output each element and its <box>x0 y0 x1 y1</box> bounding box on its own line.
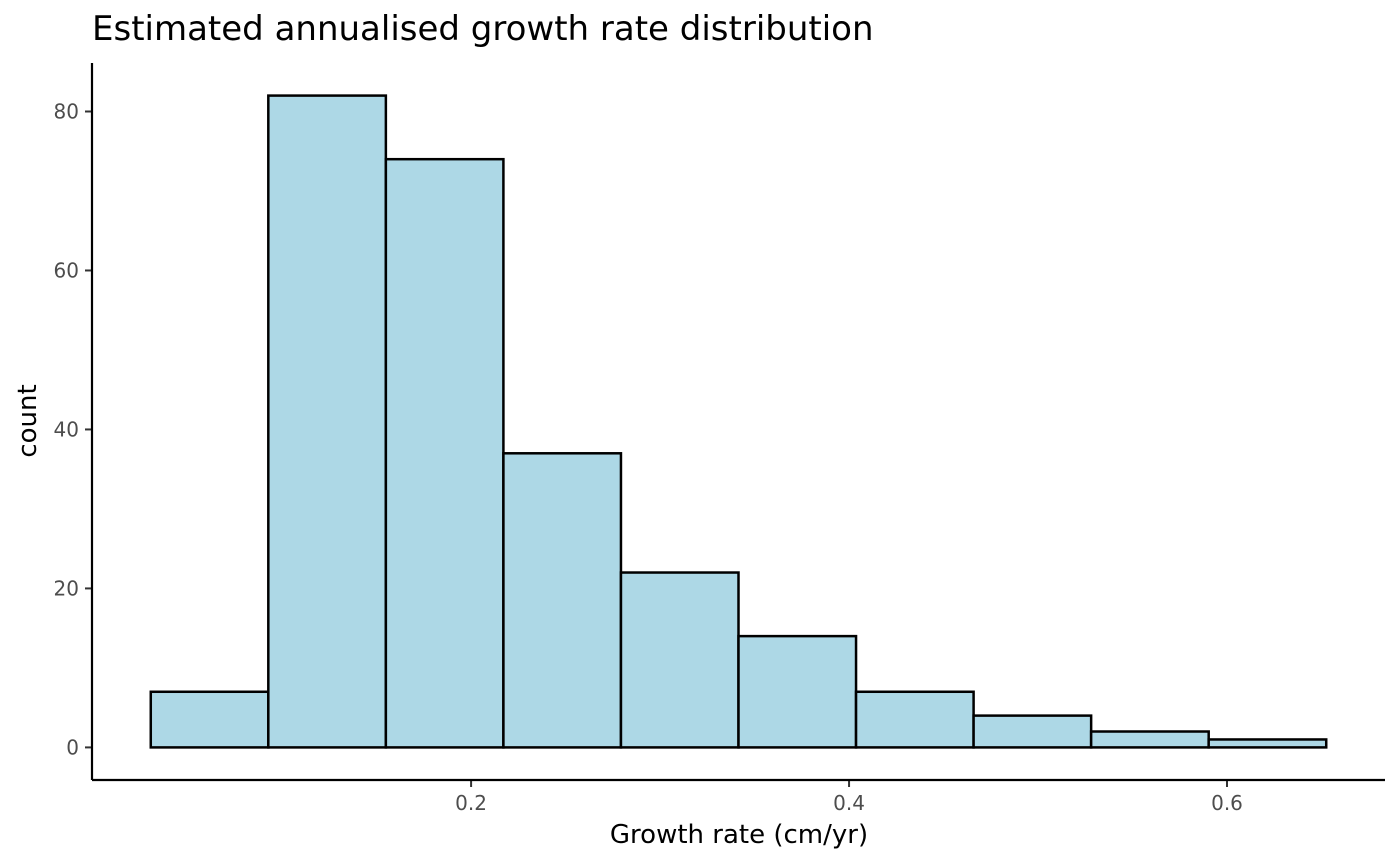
histogram-bar <box>267 94 388 749</box>
histogram-bar <box>1207 738 1328 749</box>
x-axis-title: Growth rate (cm/yr) <box>610 820 868 850</box>
histogram-bar <box>619 571 740 749</box>
histogram-bar <box>972 714 1093 749</box>
histogram-bar <box>384 157 505 749</box>
histogram-bar <box>149 690 270 749</box>
histogram-bar <box>737 634 858 749</box>
y-tick-label: 0 <box>66 735 79 759</box>
bars-group <box>149 94 1328 749</box>
chart-title: Estimated annualised growth rate distrib… <box>92 9 874 49</box>
y-axis-title: count <box>13 384 43 457</box>
histogram-bar <box>1089 730 1210 749</box>
y-axis-ticks: 0 20 40 60 80 <box>54 99 92 759</box>
y-tick-label: 20 <box>54 576 79 600</box>
x-tick-label: 0.4 <box>833 791 865 815</box>
x-tick-label: 0.2 <box>455 791 487 815</box>
histogram-bar <box>854 690 975 749</box>
x-tick-label: 0.6 <box>1211 791 1243 815</box>
y-tick-label: 80 <box>54 99 79 123</box>
y-tick-label: 60 <box>54 258 79 282</box>
x-axis-ticks: 0.2 0.4 0.6 <box>455 780 1243 815</box>
histogram-bar <box>502 452 623 749</box>
y-tick-label: 40 <box>54 417 79 441</box>
